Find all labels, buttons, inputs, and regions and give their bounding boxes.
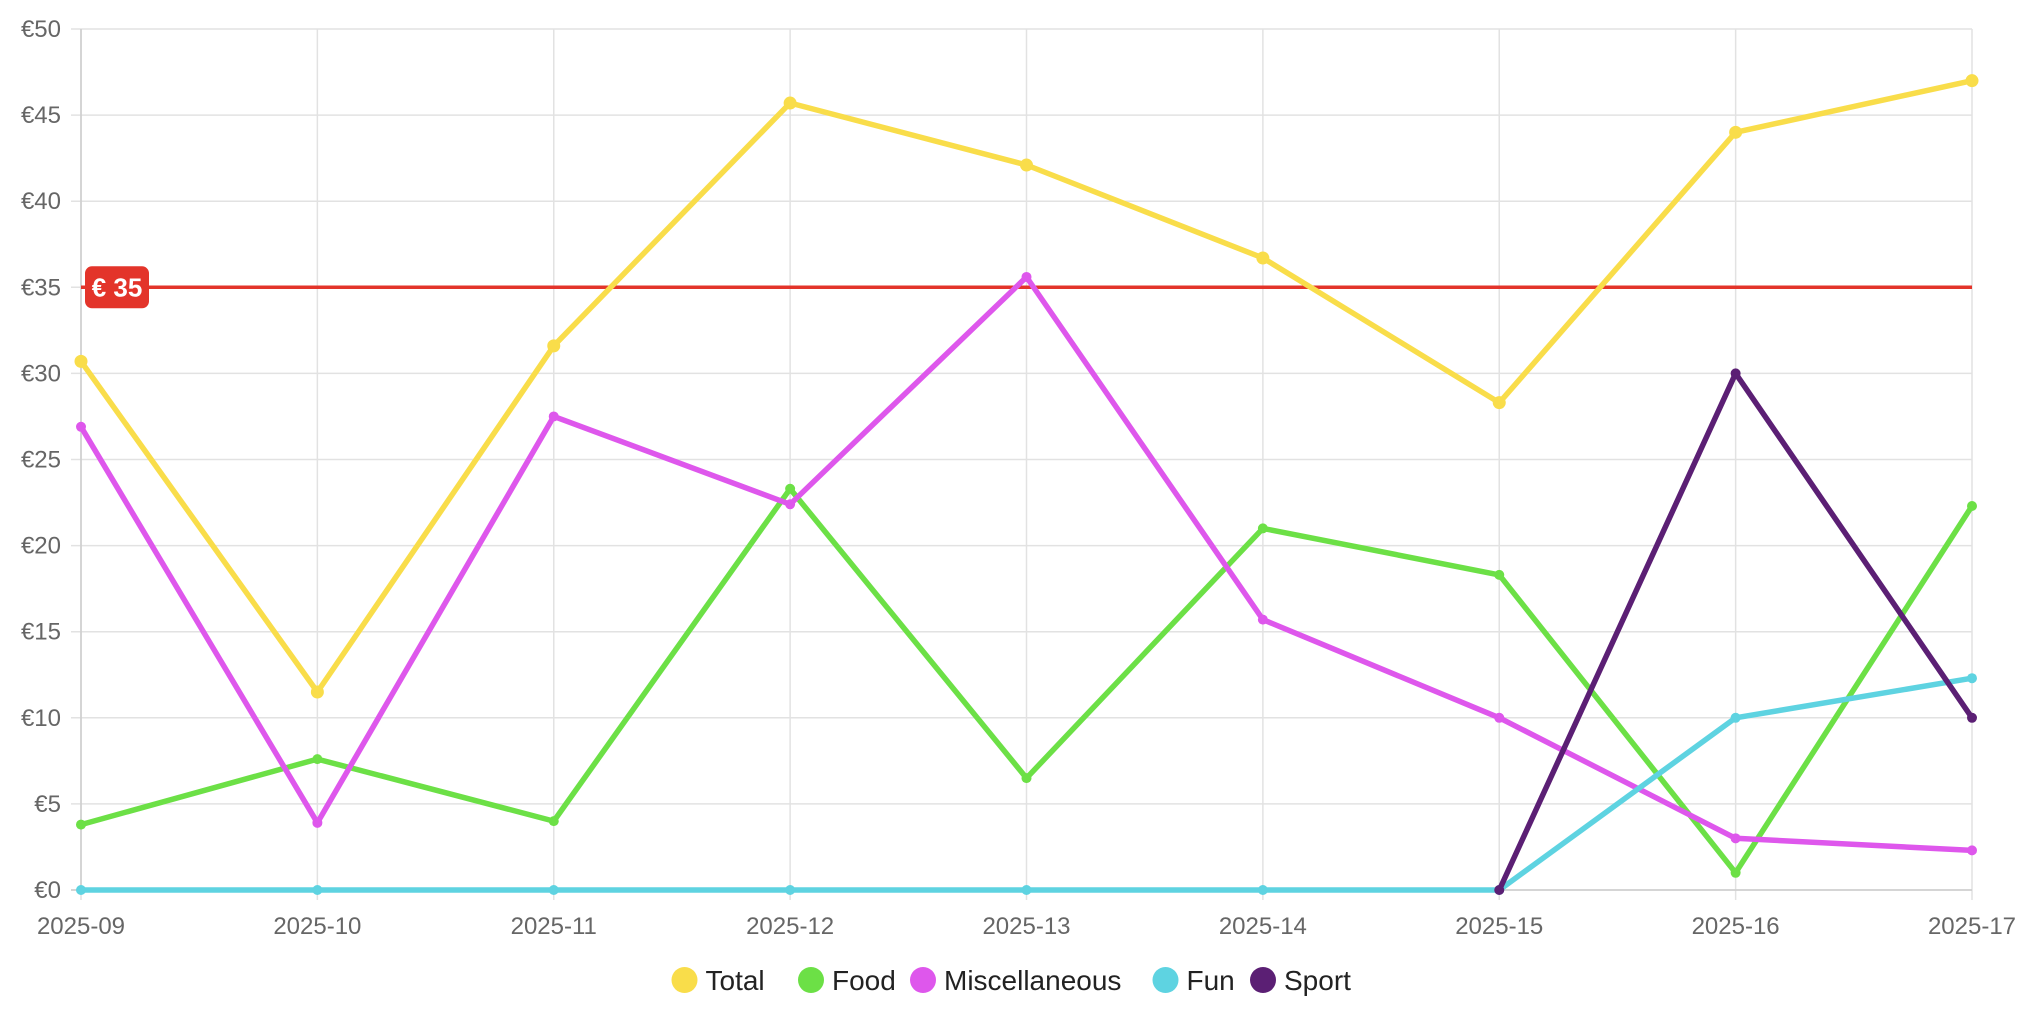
threshold-label: € 35 [92,272,143,302]
data-point [1257,614,1268,625]
data-point [1965,74,1979,88]
x-tick-label: 2025-11 [511,913,597,940]
data-point [785,885,796,895]
series-sport [1494,368,1977,895]
y-tick-label: €5 [34,791,61,818]
legend-item-food: Food [798,965,896,996]
y-tick-label: €35 [21,274,61,301]
y-tick-label: €15 [21,619,61,646]
x-tick-label: 2025-09 [37,913,125,940]
data-point [785,499,796,510]
data-point [312,885,323,895]
data-point [1494,712,1505,723]
y-tick-label: €45 [21,102,61,129]
x-tick-label: 2025-10 [273,913,361,940]
data-point [1492,396,1506,410]
legend-swatch [910,967,936,993]
series-miscellaneous [76,271,1977,856]
data-point [548,885,559,895]
legend-item-total: Total [671,965,765,996]
legend-label: Fun [1187,965,1235,996]
data-point [1257,523,1268,534]
data-point [1967,673,1977,684]
legend: Total Food Miscellaneous Fun Sport [671,965,1351,996]
data-point [74,354,88,368]
legend-item-miscellaneous: Miscellaneous [910,965,1121,996]
legend-label: Sport [1284,965,1351,996]
y-tick-label: €40 [21,188,61,215]
data-point [1021,885,1032,895]
data-point [1021,271,1032,282]
data-point [547,339,561,353]
x-tick-label: 2025-16 [1692,913,1780,940]
data-point [1967,712,1977,723]
y-tick-label: €20 [21,533,61,560]
data-point [1729,125,1743,139]
data-point [76,819,86,830]
y-tick-label: €10 [21,705,61,732]
y-tick-label: €50 [21,16,61,43]
data-point [1730,867,1741,878]
data-point [548,816,559,827]
data-point [783,96,797,110]
data-point [1730,368,1741,379]
data-point [1967,500,1977,511]
data-point [1020,158,1033,172]
data-point [1494,569,1505,580]
y-tick-label: €0 [34,877,61,904]
legend-swatch [671,967,698,993]
data-point [1256,251,1270,265]
data-point [1021,773,1032,784]
legend-label: Total [706,965,765,996]
legend-swatch [798,967,824,993]
x-tick-label: 2025-12 [746,913,834,940]
y-tick-label: €30 [21,360,61,387]
legend-swatch [1250,967,1276,993]
data-point [76,885,86,895]
x-tick-label: 2025-17 [1928,913,2016,940]
data-point [1730,712,1741,723]
y-tick-label: €25 [21,447,61,474]
data-point [1730,833,1741,844]
data-point [785,483,796,494]
series-total [74,74,1979,699]
threshold-badge-bg [85,266,149,309]
data-point [312,817,323,828]
data-point [1967,845,1977,856]
x-tick-label: 2025-14 [1219,913,1307,940]
x-tick-label: 2025-15 [1455,913,1543,940]
legend-item-sport: Sport [1250,965,1351,996]
data-point [312,754,323,765]
x-tick-label: 2025-13 [982,913,1070,940]
data-point [310,685,324,699]
data-point [1494,885,1505,895]
legend-label: Food [832,965,896,996]
data-point [1257,885,1268,895]
data-point [76,421,86,432]
threshold-badge: € 35 [85,266,149,309]
legend-item-fun: Fun [1152,965,1235,996]
legend-label: Miscellaneous [944,965,1121,996]
legend-swatch [1152,967,1179,993]
data-point [548,411,559,422]
